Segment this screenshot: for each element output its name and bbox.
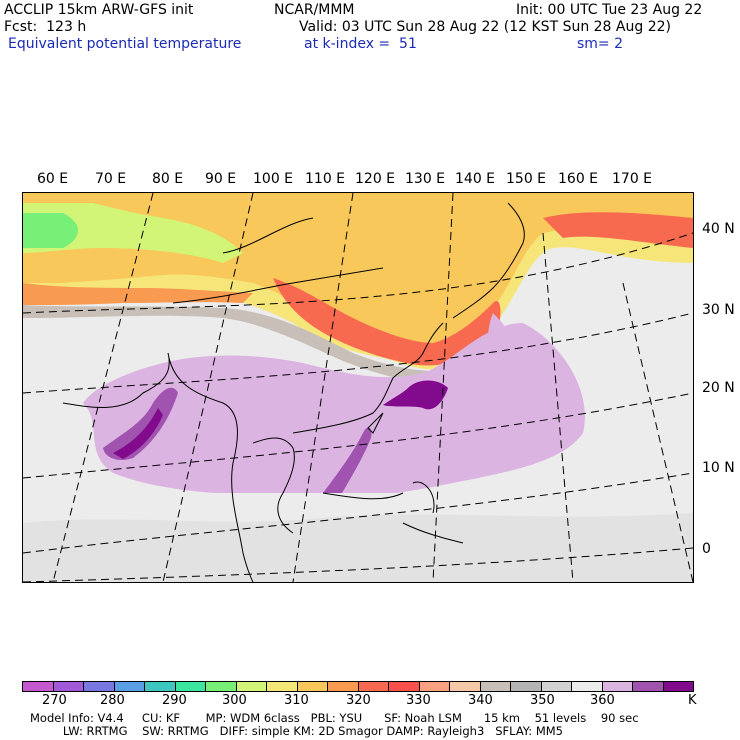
longitude-label: 110 E bbox=[305, 171, 346, 187]
colorbar-tick-label: 280 bbox=[100, 693, 125, 708]
colorbar-swatch bbox=[23, 682, 54, 691]
colorbar-tick-label: 350 bbox=[530, 693, 555, 708]
colorbar-tick-label: 290 bbox=[162, 693, 187, 708]
colorbar-tick-label: 270 bbox=[42, 693, 67, 708]
title-model: ACCLIP 15km ARW-GFS init bbox=[4, 2, 194, 18]
colorbar-swatch bbox=[206, 682, 237, 691]
colorbar-swatch bbox=[572, 682, 603, 691]
colorbar-swatch bbox=[145, 682, 176, 691]
colorbar-tick-label: 360 bbox=[590, 693, 615, 708]
longitude-label: 90 E bbox=[205, 171, 237, 187]
smoothing-label: sm= 2 bbox=[577, 36, 624, 52]
longitude-label: 140 E bbox=[455, 171, 496, 187]
colorbar-tick-label: 340 bbox=[468, 693, 493, 708]
longitude-label: 120 E bbox=[355, 171, 396, 187]
colorbar-swatch bbox=[541, 682, 572, 691]
latitude-label: 0 bbox=[702, 541, 711, 557]
model-info-line1: Model Info: V4.4 CU: KF MP: WDM 6class P… bbox=[30, 711, 639, 725]
map-panel bbox=[22, 192, 694, 583]
colorbar-tick-label: 300 bbox=[222, 693, 247, 708]
colorbar-swatch bbox=[267, 682, 298, 691]
colorbar-swatch bbox=[602, 682, 633, 691]
latitude-label: 30 N bbox=[702, 302, 735, 318]
colorbar-tick-label: 330 bbox=[406, 693, 431, 708]
colorbar-swatch bbox=[389, 682, 420, 691]
colorbar-swatch bbox=[419, 682, 450, 691]
level-label: at k-index = 51 bbox=[304, 36, 417, 52]
valid-time: Valid: 03 UTC Sun 28 Aug 22 (12 KST Sun … bbox=[299, 19, 671, 35]
longitude-label: 150 E bbox=[506, 171, 547, 187]
forecast-hour: Fcst: 123 h bbox=[4, 19, 87, 35]
colorbar bbox=[22, 681, 694, 692]
source-label: NCAR/MMM bbox=[274, 2, 355, 18]
equivalent-potential-temperature-map bbox=[23, 193, 693, 582]
colorbar-swatch bbox=[114, 682, 145, 691]
longitude-label: 170 E bbox=[612, 171, 653, 187]
colorbar-swatch bbox=[328, 682, 359, 691]
colorbar-swatch bbox=[53, 682, 84, 691]
colorbar-unit: K bbox=[688, 693, 697, 708]
latitude-label: 40 N bbox=[702, 221, 735, 237]
init-time: Init: 00 UTC Tue 23 Aug 22 bbox=[516, 2, 703, 18]
longitude-label: 130 E bbox=[405, 171, 446, 187]
colorbar-swatch bbox=[297, 682, 328, 691]
colorbar-swatch bbox=[480, 682, 511, 691]
colorbar-swatch bbox=[84, 682, 115, 691]
colorbar-swatch bbox=[450, 682, 481, 691]
longitude-label: 80 E bbox=[152, 171, 184, 187]
model-info-line2: LW: RRTMG SW: RRTMG DIFF: simple KM: 2D … bbox=[30, 724, 563, 738]
latitude-label: 20 N bbox=[702, 380, 735, 396]
field-name: Equivalent potential temperature bbox=[8, 36, 242, 52]
colorbar-tick-label: 320 bbox=[346, 693, 371, 708]
colorbar-tick-label: 310 bbox=[284, 693, 309, 708]
colorbar-swatch bbox=[511, 682, 542, 691]
colorbar-swatch bbox=[633, 682, 664, 691]
longitude-label: 70 E bbox=[95, 171, 127, 187]
longitude-label: 100 E bbox=[253, 171, 294, 187]
colorbar-swatch bbox=[236, 682, 267, 691]
colorbar-swatch bbox=[175, 682, 206, 691]
colorbar-swatch bbox=[358, 682, 389, 691]
latitude-label: 10 N bbox=[702, 460, 735, 476]
longitude-label: 160 E bbox=[558, 171, 599, 187]
colorbar-swatch bbox=[663, 682, 693, 691]
longitude-label: 60 E bbox=[37, 171, 69, 187]
